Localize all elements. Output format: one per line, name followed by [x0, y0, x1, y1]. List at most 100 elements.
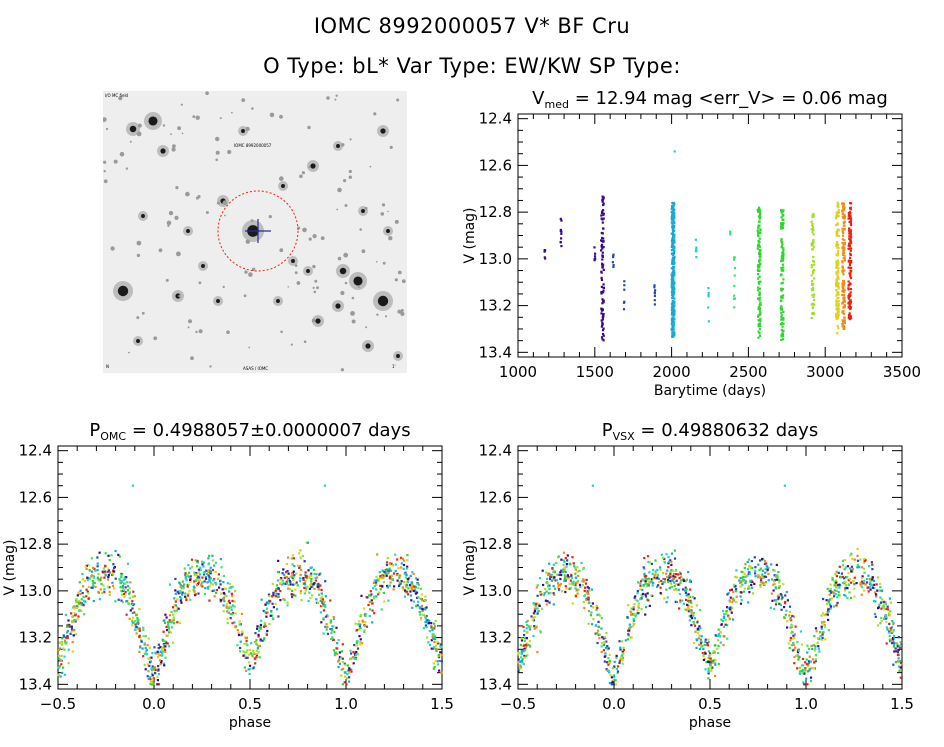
- finder-faint-star: [187, 326, 190, 329]
- x-tick-label: −0.5: [500, 695, 536, 713]
- data-point: [243, 666, 246, 669]
- data-point: [375, 583, 378, 586]
- data-point: [389, 581, 392, 584]
- x-tick-label: 2500: [729, 363, 767, 381]
- data-point: [869, 583, 872, 586]
- data-point: [219, 583, 222, 586]
- data-point: [166, 634, 169, 637]
- data-point: [814, 627, 818, 630]
- data-point: [763, 562, 766, 565]
- data-point: [571, 556, 574, 559]
- data-point: [359, 626, 362, 630]
- finder-faint-star: [195, 196, 199, 200]
- data-point: [355, 644, 358, 647]
- data-point: [551, 574, 554, 577]
- data-point: [889, 610, 892, 613]
- data-point: [556, 573, 559, 576]
- data-point: [800, 643, 803, 646]
- data-point: [91, 579, 94, 582]
- data-point: [835, 586, 838, 589]
- data-point: [71, 620, 74, 624]
- data-point: [893, 642, 896, 645]
- data-point: [391, 564, 395, 567]
- data-point: [849, 288, 853, 291]
- data-point: [892, 640, 895, 643]
- data-point: [82, 585, 85, 588]
- data-point: [665, 601, 668, 604]
- data-point: [80, 609, 83, 612]
- finder-faint-star: [359, 228, 363, 231]
- data-point: [66, 624, 69, 627]
- finder-faint-star: [335, 94, 338, 97]
- data-point: [184, 592, 187, 595]
- data-point: [634, 614, 637, 617]
- data-point: [843, 282, 846, 285]
- data-point: [826, 613, 829, 616]
- data-point: [228, 599, 231, 602]
- data-point: [618, 640, 621, 643]
- data-point: [60, 659, 63, 662]
- data-point: [812, 228, 815, 231]
- data-point: [329, 628, 332, 631]
- finder-faint-star: [268, 215, 272, 219]
- finder-faint-star: [174, 215, 179, 220]
- data-point: [646, 598, 649, 601]
- data-point: [58, 665, 61, 669]
- data-point: [601, 210, 604, 213]
- data-point: [867, 574, 870, 577]
- data-point: [601, 321, 604, 324]
- data-point: [749, 579, 752, 582]
- data-point: [369, 590, 372, 593]
- data-point: [743, 590, 746, 593]
- y-axis-label: V (mag): [2, 539, 18, 595]
- data-point: [678, 583, 681, 586]
- data-point: [837, 313, 840, 316]
- data-point: [264, 603, 267, 606]
- data-point: [346, 664, 349, 667]
- data-point: [578, 583, 582, 586]
- data-point: [881, 598, 884, 601]
- data-point: [520, 649, 523, 652]
- data-point: [245, 651, 248, 654]
- data-point: [896, 648, 899, 651]
- data-point: [859, 584, 863, 587]
- data-point: [576, 566, 579, 569]
- data-point: [704, 657, 707, 661]
- data-point: [671, 328, 674, 331]
- data-point: [605, 661, 609, 664]
- data-point: [192, 588, 195, 591]
- data-point: [849, 219, 852, 223]
- finder-faint-star: [357, 286, 360, 289]
- data-point: [670, 585, 673, 589]
- data-point: [849, 253, 852, 256]
- data-point: [608, 671, 611, 674]
- data-point: [389, 575, 392, 578]
- data-point: [404, 589, 407, 592]
- data-point: [162, 646, 165, 649]
- data-point: [248, 661, 251, 664]
- data-point: [220, 566, 223, 569]
- data-point: [848, 231, 851, 235]
- data-point: [208, 580, 211, 583]
- data-point: [797, 657, 800, 660]
- data-point: [684, 608, 687, 611]
- data-point: [552, 603, 555, 606]
- data-point: [641, 588, 644, 591]
- data-point: [590, 611, 593, 614]
- data-point: [622, 646, 625, 649]
- data-point: [163, 621, 167, 624]
- data-point: [402, 563, 406, 567]
- data-point: [525, 637, 528, 640]
- data-point: [564, 578, 567, 581]
- data-point: [702, 647, 705, 651]
- data-point: [782, 247, 785, 250]
- data-point: [657, 577, 660, 581]
- data-point: [777, 571, 780, 574]
- data-point: [410, 599, 413, 602]
- data-point: [767, 579, 770, 582]
- data-point: [114, 549, 117, 553]
- data-point: [848, 220, 851, 224]
- data-point: [820, 625, 823, 628]
- data-point: [416, 604, 419, 607]
- data-point: [675, 579, 678, 582]
